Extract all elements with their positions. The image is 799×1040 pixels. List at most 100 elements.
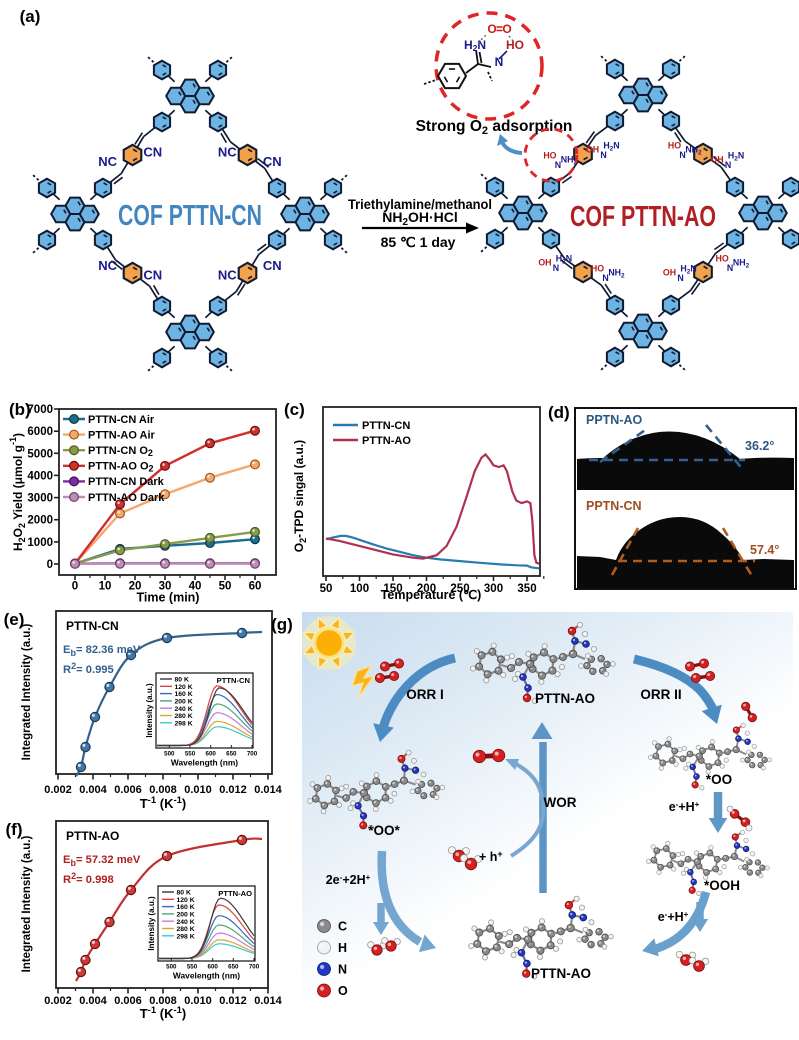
svg-text:H2N: H2N bbox=[728, 150, 744, 162]
svg-text:OH: OH bbox=[538, 258, 551, 268]
svg-text:240 K: 240 K bbox=[175, 706, 193, 713]
svg-text:PTTN-CN: PTTN-CN bbox=[66, 619, 119, 633]
svg-text:*OO*: *OO* bbox=[368, 823, 400, 838]
svg-text:120 K: 120 K bbox=[175, 684, 193, 691]
svg-text:CN: CN bbox=[263, 154, 282, 169]
svg-text:OH: OH bbox=[586, 144, 599, 154]
svg-text:85 ℃ 1 day: 85 ℃ 1 day bbox=[381, 234, 456, 250]
svg-text:160 K: 160 K bbox=[177, 904, 195, 911]
svg-text:(b): (b) bbox=[9, 400, 31, 419]
svg-text:36.2°: 36.2° bbox=[745, 439, 774, 453]
svg-text:50: 50 bbox=[320, 583, 333, 595]
svg-text:120 K: 120 K bbox=[177, 897, 195, 904]
svg-text:0.004: 0.004 bbox=[79, 784, 107, 796]
svg-text:H2N: H2N bbox=[680, 264, 696, 276]
svg-text:H2O2 Yield (μmol g-1): H2O2 Yield (μmol g-1) bbox=[8, 433, 27, 551]
svg-text:+ h+: + h+ bbox=[479, 849, 503, 864]
svg-text:ORR I: ORR I bbox=[406, 687, 444, 702]
svg-text:PPTN-CN: PPTN-CN bbox=[586, 499, 642, 513]
svg-text:(a): (a) bbox=[20, 7, 41, 26]
svg-text:PTTN-CN O2: PTTN-CN O2 bbox=[88, 445, 153, 458]
svg-text:Integrated Intensity (a.u.): Integrated Intensity (a.u.) bbox=[21, 623, 33, 760]
svg-text:150: 150 bbox=[383, 583, 402, 595]
svg-text:200 K: 200 K bbox=[177, 912, 195, 919]
svg-text:PTTN-CN: PTTN-CN bbox=[362, 420, 410, 432]
svg-text:N: N bbox=[727, 263, 733, 273]
svg-text:CN: CN bbox=[143, 268, 162, 283]
svg-text:PTTN-CN Dark: PTTN-CN Dark bbox=[88, 476, 165, 488]
svg-text:ORR II: ORR II bbox=[640, 687, 681, 702]
svg-text:OH: OH bbox=[663, 268, 676, 278]
svg-text:CN: CN bbox=[143, 144, 162, 159]
svg-text:PTTN-AO: PTTN-AO bbox=[218, 889, 252, 898]
svg-text:550: 550 bbox=[187, 964, 198, 971]
svg-text:PTTN-AO Air: PTTN-AO Air bbox=[88, 429, 156, 441]
svg-text:2000: 2000 bbox=[27, 515, 53, 527]
svg-text:O: O bbox=[502, 22, 511, 36]
svg-text:200: 200 bbox=[417, 583, 436, 595]
svg-text:COF PTTN-AO: COF PTTN-AO bbox=[570, 201, 716, 233]
svg-text:6000: 6000 bbox=[27, 426, 53, 438]
svg-text:NH2OH·HCl: NH2OH·HCl bbox=[382, 209, 458, 228]
svg-text:2e-+2H+: 2e-+2H+ bbox=[326, 873, 371, 887]
svg-text:HO: HO bbox=[591, 264, 604, 274]
svg-text:0.008: 0.008 bbox=[149, 995, 177, 1007]
svg-text:5000: 5000 bbox=[27, 448, 53, 460]
svg-text:NC: NC bbox=[98, 154, 117, 169]
svg-text:0.010: 0.010 bbox=[184, 995, 212, 1007]
svg-text:0.006: 0.006 bbox=[114, 784, 142, 796]
svg-text:Temperature (℃): Temperature (℃) bbox=[381, 588, 482, 602]
svg-text:Strong O2 adsorption: Strong O2 adsorption bbox=[416, 118, 573, 137]
svg-text:250: 250 bbox=[450, 583, 469, 595]
svg-text:298 K: 298 K bbox=[175, 720, 193, 727]
svg-text:(c): (c) bbox=[284, 400, 305, 419]
svg-text:N: N bbox=[555, 160, 561, 170]
svg-text:57.4°: 57.4° bbox=[750, 543, 779, 557]
svg-text:NC: NC bbox=[218, 268, 237, 283]
svg-text:PPTN-AO: PPTN-AO bbox=[586, 413, 643, 427]
svg-text:NH2: NH2 bbox=[561, 154, 578, 166]
svg-text:O: O bbox=[338, 984, 348, 998]
svg-text:Time (min): Time (min) bbox=[137, 591, 200, 605]
svg-text:NH2: NH2 bbox=[685, 144, 702, 156]
svg-text:CN: CN bbox=[263, 258, 282, 273]
svg-text:N: N bbox=[495, 55, 504, 69]
svg-text:0.002: 0.002 bbox=[44, 784, 72, 796]
svg-text:600: 600 bbox=[206, 751, 217, 758]
svg-text:COF PTTN-CN: COF PTTN-CN bbox=[118, 200, 262, 232]
svg-text:500: 500 bbox=[164, 751, 175, 758]
svg-text:Wavelength (nm): Wavelength (nm) bbox=[173, 971, 240, 981]
svg-text:HO: HO bbox=[543, 150, 556, 160]
svg-text:350: 350 bbox=[517, 583, 536, 595]
svg-text:O2-TPD singal (a.u.): O2-TPD singal (a.u.) bbox=[292, 440, 308, 552]
svg-text:Intensity (a.u.): Intensity (a.u.) bbox=[145, 683, 154, 738]
svg-text:*OO: *OO bbox=[706, 772, 732, 787]
svg-text:PTTN-AO: PTTN-AO bbox=[535, 691, 595, 706]
svg-text:0.006: 0.006 bbox=[114, 995, 142, 1007]
svg-text:HO: HO bbox=[506, 38, 524, 52]
svg-text:R2= 0.995: R2= 0.995 bbox=[63, 661, 114, 676]
svg-text:7000: 7000 bbox=[27, 404, 53, 416]
svg-text:NH2: NH2 bbox=[608, 268, 625, 280]
svg-text:80 K: 80 K bbox=[175, 677, 189, 684]
svg-text:0.010: 0.010 bbox=[184, 784, 212, 796]
svg-text:Eb= 57.32 meV: Eb= 57.32 meV bbox=[63, 854, 141, 868]
svg-text:Triethylamine/methanol: Triethylamine/methanol bbox=[348, 196, 492, 212]
svg-text:0: 0 bbox=[47, 559, 53, 571]
svg-text:(e): (e) bbox=[4, 610, 25, 629]
svg-text:PTTN-AO: PTTN-AO bbox=[362, 435, 411, 447]
svg-text:N: N bbox=[679, 150, 685, 160]
svg-text:50: 50 bbox=[219, 581, 232, 593]
svg-text:20: 20 bbox=[129, 581, 142, 593]
svg-text:10: 10 bbox=[99, 581, 112, 593]
svg-text:280 K: 280 K bbox=[175, 713, 193, 720]
svg-text:R2= 0.998: R2= 0.998 bbox=[63, 871, 114, 886]
svg-text:80 K: 80 K bbox=[177, 890, 191, 897]
svg-text:4000: 4000 bbox=[27, 470, 53, 482]
svg-text:500: 500 bbox=[166, 964, 177, 971]
svg-text:PTTN-AO: PTTN-AO bbox=[531, 966, 591, 981]
svg-text:1000: 1000 bbox=[27, 537, 53, 549]
svg-text:H: H bbox=[338, 941, 347, 955]
svg-text:700: 700 bbox=[247, 751, 258, 758]
svg-text:H2N: H2N bbox=[603, 140, 619, 152]
